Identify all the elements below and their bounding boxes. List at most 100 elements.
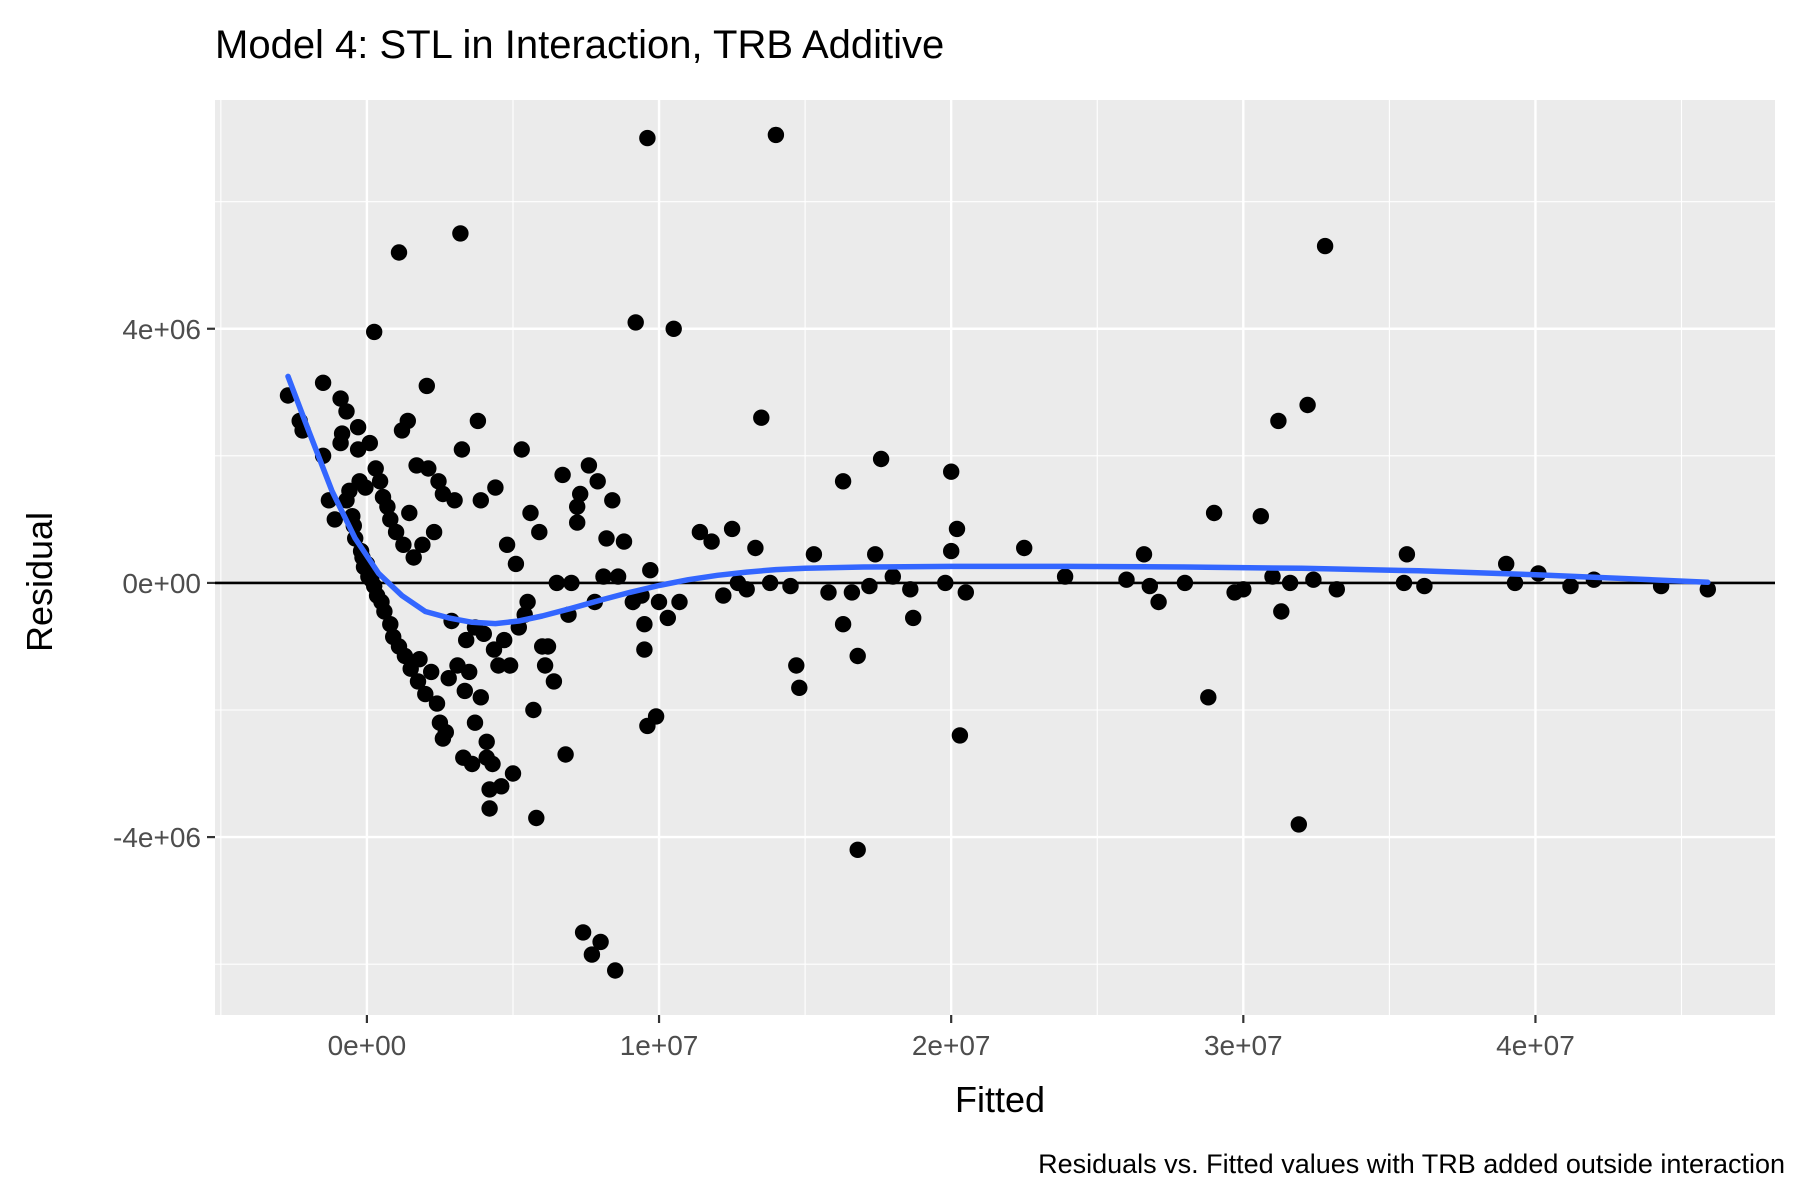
data-point	[861, 577, 878, 595]
data-point	[943, 542, 960, 560]
data-point	[472, 492, 489, 509]
data-point	[1015, 539, 1033, 557]
data-point	[376, 603, 393, 620]
data-point	[747, 539, 764, 557]
data-point	[423, 663, 440, 681]
data-point	[1056, 568, 1074, 585]
data-point	[528, 809, 545, 827]
data-point	[761, 574, 779, 592]
data-point	[948, 520, 966, 538]
data-point	[420, 460, 437, 477]
data-point	[395, 536, 412, 553]
data-point	[723, 520, 741, 538]
data-point	[843, 584, 861, 601]
data-point	[425, 523, 443, 541]
data-point	[536, 657, 554, 674]
data-point	[1562, 577, 1579, 595]
data-point	[1141, 577, 1159, 595]
data-point	[569, 498, 586, 515]
data-point	[753, 409, 770, 426]
data-point	[715, 587, 732, 604]
data-point	[592, 933, 609, 951]
data-point	[478, 733, 495, 750]
data-point	[1235, 581, 1252, 598]
data-point	[1273, 603, 1290, 620]
data-point	[589, 473, 606, 490]
data-point	[333, 425, 351, 442]
data-point	[401, 504, 418, 522]
data-point	[469, 412, 487, 430]
data-point	[805, 546, 823, 563]
data-point	[326, 511, 343, 528]
data-point	[1316, 237, 1334, 255]
data-point	[545, 673, 563, 690]
chart-caption: Residuals vs. Fitted values with TRB add…	[1038, 1149, 1785, 1179]
data-point	[1205, 504, 1223, 522]
data-point	[937, 574, 954, 592]
data-point	[580, 457, 598, 474]
data-point	[411, 651, 428, 668]
data-point	[452, 225, 469, 242]
data-point	[501, 657, 519, 674]
smooth-trend-line	[285, 373, 1711, 627]
data-point	[607, 962, 624, 979]
data-point	[834, 616, 852, 633]
data-point	[399, 412, 416, 430]
minor-gridlines	[215, 100, 1775, 1015]
x-tick-label: 0e+00	[328, 1030, 407, 1061]
data-point	[525, 701, 542, 719]
data-point	[782, 577, 799, 595]
data-point	[349, 419, 367, 436]
data-point	[519, 593, 536, 611]
data-point	[905, 609, 922, 627]
data-point	[490, 657, 507, 674]
data-point	[867, 546, 884, 563]
data-point	[639, 129, 656, 147]
data-point	[1699, 581, 1717, 598]
data-point	[1328, 581, 1346, 598]
data-point	[598, 530, 615, 547]
data-point	[604, 492, 621, 509]
data-point	[440, 670, 457, 687]
data-point	[379, 498, 396, 515]
data-point	[539, 638, 557, 655]
data-point	[636, 616, 653, 633]
x-axis-label: Fitted	[955, 1079, 1045, 1120]
data-point	[659, 609, 676, 627]
data-point	[569, 514, 586, 531]
data-point	[647, 708, 665, 725]
data-point	[1416, 577, 1433, 595]
data-point	[627, 314, 644, 331]
data-point	[788, 657, 805, 674]
data-point	[371, 473, 389, 490]
data-point	[409, 673, 427, 690]
data-point	[703, 533, 720, 550]
x-axis: 0e+00 1e+07 2e+07 3e+07 4e+07	[328, 1015, 1575, 1061]
data-point	[1200, 689, 1217, 706]
data-point	[461, 663, 478, 681]
y-axis: -4e+06 0e+00 4e+06	[113, 314, 215, 853]
data-point	[554, 466, 571, 484]
data-point	[572, 485, 589, 503]
data-point	[1264, 568, 1281, 585]
x-tick-label: 4e+07	[1496, 1030, 1575, 1061]
data-point	[417, 685, 434, 703]
data-point	[498, 536, 516, 553]
data-point	[1176, 574, 1194, 592]
data-point	[382, 511, 399, 528]
data-point	[513, 441, 530, 458]
data-point	[458, 631, 475, 649]
data-point	[609, 568, 627, 585]
data-point	[338, 403, 355, 420]
data-point	[1150, 593, 1167, 611]
x-tick-label: 1e+07	[620, 1030, 699, 1061]
data-point	[428, 695, 446, 712]
data-point	[957, 584, 974, 601]
data-point	[1270, 412, 1287, 430]
data-point	[574, 924, 592, 941]
data-point	[484, 755, 501, 773]
y-tick-label: 4e+06	[122, 314, 201, 345]
data-point	[642, 562, 659, 579]
data-point	[463, 755, 481, 773]
data-point	[791, 679, 808, 696]
